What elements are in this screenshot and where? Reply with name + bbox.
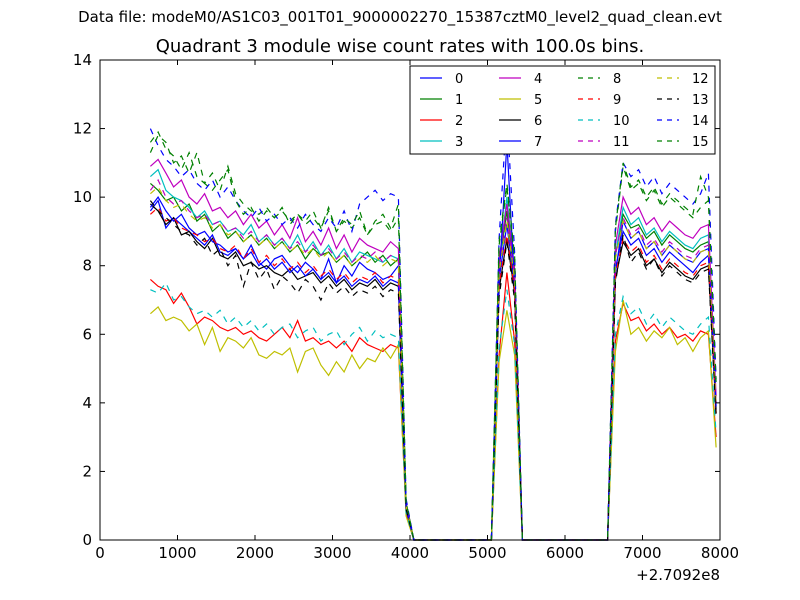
x-tick-label: 3000 bbox=[313, 544, 351, 562]
x-tick-label: 4000 bbox=[391, 544, 429, 562]
legend-label-13: 13 bbox=[692, 93, 709, 108]
x-tick-label: 7000 bbox=[623, 544, 661, 562]
y-tick-label: 14 bbox=[73, 51, 92, 69]
y-tick-label: 8 bbox=[82, 257, 92, 275]
legend-label-9: 9 bbox=[613, 93, 621, 108]
x-offset-label: +2.7092e8 bbox=[636, 566, 720, 584]
series-line-5 bbox=[150, 299, 717, 541]
legend-label-15: 15 bbox=[692, 135, 709, 150]
y-tick-label: 6 bbox=[82, 325, 92, 343]
legend-label-4: 4 bbox=[534, 72, 542, 87]
legend-label-6: 6 bbox=[534, 114, 542, 129]
series-line-1 bbox=[149, 182, 717, 541]
x-tick-label: 8000 bbox=[701, 544, 739, 562]
legend-label-0: 0 bbox=[455, 72, 463, 87]
legend-box bbox=[409, 65, 716, 155]
x-tick-label: 6000 bbox=[546, 544, 584, 562]
series-line-14 bbox=[149, 111, 717, 541]
legend-label-11: 11 bbox=[613, 135, 630, 150]
series-line-10 bbox=[150, 281, 717, 541]
series-line-6 bbox=[149, 203, 717, 541]
legend-label-8: 8 bbox=[613, 72, 621, 87]
legend-label-14: 14 bbox=[692, 114, 709, 129]
x-tick-label: 5000 bbox=[468, 544, 506, 562]
y-tick-label: 12 bbox=[73, 120, 92, 138]
legend-label-1: 1 bbox=[455, 93, 463, 108]
series-line-3 bbox=[149, 168, 717, 541]
y-tick-label: 2 bbox=[82, 462, 92, 480]
series-line-9 bbox=[149, 206, 717, 541]
series-line-15 bbox=[149, 134, 717, 541]
series-line-11 bbox=[149, 178, 717, 541]
y-tick-label: 10 bbox=[73, 188, 92, 206]
x-axis: 0 1000 2000 3000 4000 5000 6000 7000 8000 bbox=[95, 60, 739, 562]
x-tick-label: 2000 bbox=[236, 544, 274, 562]
legend-label-2: 2 bbox=[455, 114, 463, 129]
x-tick-label: 0 bbox=[95, 544, 105, 562]
legend-label-10: 10 bbox=[613, 114, 630, 129]
y-tick-label: 0 bbox=[82, 531, 92, 549]
legend-label-3: 3 bbox=[455, 135, 463, 150]
series-line-4 bbox=[149, 158, 717, 541]
series-line-12 bbox=[150, 185, 717, 541]
series-lines bbox=[149, 111, 717, 541]
chart-title: Quadrant 3 module wise count rates with … bbox=[155, 36, 645, 57]
legend-label-7: 7 bbox=[534, 135, 542, 150]
figure-suptitle: Data file: modeM0/AS1C03_001T01_90000022… bbox=[78, 8, 722, 26]
series-line-8 bbox=[149, 130, 717, 541]
y-tick-label: 4 bbox=[82, 394, 92, 412]
x-tick-label: 1000 bbox=[158, 544, 196, 562]
legend-label-12: 12 bbox=[692, 72, 709, 87]
legend-label-5: 5 bbox=[534, 93, 542, 108]
